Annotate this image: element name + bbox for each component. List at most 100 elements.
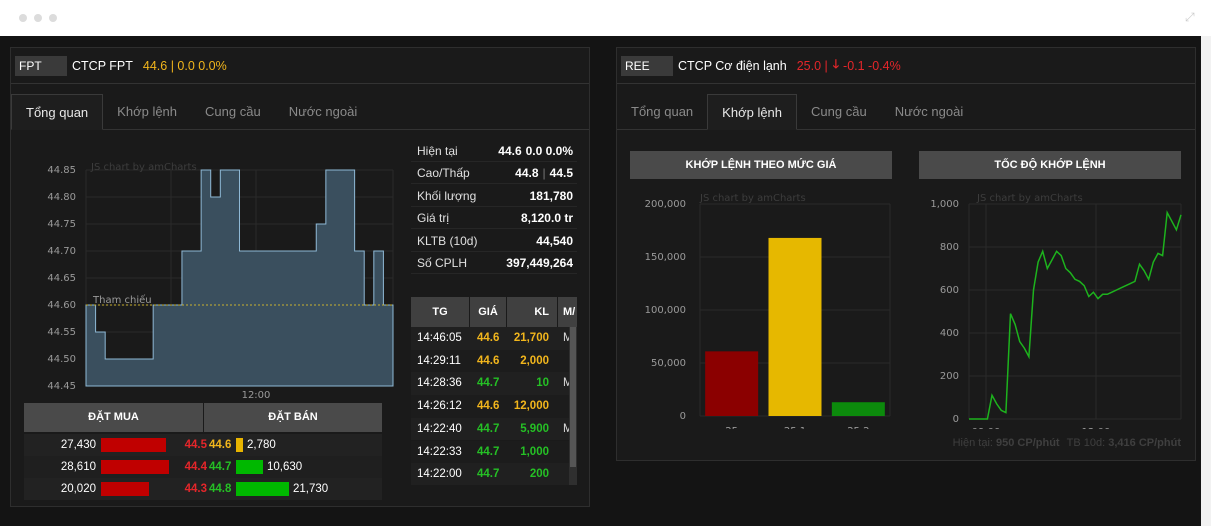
buy-volume: 27,430 (60, 439, 96, 451)
chart-credit: JS chart by amCharts (976, 193, 1083, 204)
buy-header: ĐẶT MUA (24, 403, 203, 432)
trade-price: 44.6 (477, 354, 500, 367)
trade-time: 14:22:00 (417, 468, 462, 481)
chart-credit: JS chart by amCharts (699, 193, 806, 204)
tab-bar: Tổng quan Khớp lệnh Cung cầu Nước ngoài (617, 94, 1195, 130)
tab-overview[interactable]: Tổng quan (631, 104, 694, 119)
x-tick-label: 25 (725, 426, 738, 429)
trade-volume: 200 (529, 468, 549, 481)
tab-bar: Tổng quan Khớp lệnh Cung cầu Nước ngoài (11, 94, 589, 130)
y-tick-label: 400 (940, 328, 959, 339)
price-summary: 44.6 | 0.0 0.0% (142, 58, 227, 73)
trade-header-volume: KL (507, 297, 557, 327)
tab-matching[interactable]: Khớp lệnh (117, 104, 178, 119)
window-dot-icon[interactable] (34, 14, 42, 22)
trade-price: 44.7 (477, 445, 500, 458)
buy-price[interactable]: 44.5 (184, 439, 207, 451)
tab-supply-demand[interactable]: Cung cầu (205, 104, 261, 119)
x-tick-label: 12:00 (1082, 427, 1111, 429)
trade-price: 44.6 (477, 332, 500, 344)
sell-price[interactable]: 44.8 (209, 483, 232, 495)
symbol-box[interactable]: REE (621, 55, 673, 76)
y-tick-label: 0 (680, 411, 686, 422)
stat-label: Số CPLH (417, 255, 468, 270)
scrollbar[interactable] (1201, 36, 1211, 526)
y-tick-label: 600 (940, 285, 959, 296)
tab-supply-demand[interactable]: Cung cầu (811, 104, 867, 119)
buy-volume-bar (101, 438, 166, 452)
trade-time: 14:29:11 (417, 354, 461, 367)
trade-time: 14:22:40 (417, 422, 462, 435)
stat-label: KLTB (10d) (417, 233, 478, 248)
tab-overview[interactable]: Tổng quan (11, 94, 104, 130)
trade-header-side: M/ (558, 297, 577, 327)
trade-volume: 5,900 (520, 422, 549, 435)
orderbook-row: 20,020 44.3 44.8 21,730 (24, 478, 382, 500)
tab-foreign[interactable]: Nước ngoài (894, 104, 964, 119)
stat-value-2: 0.0 0.0% (525, 143, 573, 158)
price-volume-bar[interactable] (768, 237, 822, 416)
trade-scrollbar[interactable] (569, 327, 577, 485)
tab-foreign[interactable]: Nước ngoài (288, 104, 358, 119)
trade-side: M (563, 377, 573, 390)
trade-time: 14:26:12 (417, 400, 462, 413)
trade-volume: 1,000 (520, 445, 549, 458)
stat-row: Hiện tại 44.6 0.0 0.0% (411, 140, 577, 162)
y-tick-label: 44.85 (47, 165, 76, 176)
stock-panel-fpt: FPT CTCP FPT 44.6 | 0.0 0.0% Tổng quan K… (10, 47, 590, 507)
sell-volume: 21,730 (293, 483, 329, 495)
trade-row: 14:26:12 44.6 12,000 (411, 395, 577, 418)
trade-price: 44.7 (477, 468, 500, 481)
stat-row: Giá trị 8,120.0 tr (411, 207, 577, 229)
price-volume-bar[interactable] (705, 351, 759, 416)
trade-header-time: TG (411, 297, 469, 327)
stock-panel-ree: REE CTCP Cơ điện lạnh 25.0 | 🡓 -0.1 -0.4… (616, 47, 1196, 461)
stat-separator: | (542, 165, 546, 180)
chart-credit: JS chart by amCharts (90, 162, 197, 173)
trade-time: 14:28:36 (417, 377, 462, 390)
y-tick-label: 100,000 (645, 305, 686, 316)
stat-row: KLTB (10d) 44,540 (411, 230, 577, 252)
stat-row: Cao/Thấp 44.8 | 44.5 (411, 162, 577, 184)
trade-row: 14:22:33 44.7 1,000 (411, 440, 577, 464)
current-speed-value: 950 CP/phút (996, 437, 1060, 449)
symbol-box[interactable]: FPT (15, 55, 67, 76)
buy-price[interactable]: 44.3 (184, 483, 207, 495)
stat-value: 397,449,264 (506, 255, 573, 270)
window-dot-icon[interactable] (49, 14, 57, 22)
y-tick-label: 44.60 (47, 300, 76, 311)
y-tick-label: 800 (940, 242, 959, 253)
price-change: -0.1 -0.4% (843, 58, 901, 73)
price-volume-title: KHỚP LỆNH THEO MỨC GIÁ (630, 151, 892, 179)
price-volume-chart: JS chart by amCharts 200,000 150,000 100,0… (645, 193, 891, 429)
current-speed-label: Hiện tại: (952, 437, 993, 449)
reference-label: Tham chiếu (92, 294, 152, 306)
sell-volume: 10,630 (267, 461, 303, 473)
intraday-chart: JS chart by amCharts Tham chiếu 44.85 44.… (47, 162, 394, 398)
orderbook-row: 28,610 44.4 44.7 10,630 (24, 456, 382, 478)
trade-header-price: GIÁ (470, 297, 506, 327)
price-volume-bar[interactable] (831, 402, 885, 416)
trade-price: 44.7 (477, 377, 500, 390)
panel-header: REE CTCP Cơ điện lạnh 25.0 | 🡓 -0.1 -0.4… (617, 48, 1195, 84)
y-tick-label: 44.45 (47, 381, 76, 392)
trade-volume: 12,000 (513, 400, 549, 413)
y-tick-label: 44.55 (47, 327, 76, 338)
sell-price[interactable]: 44.7 (209, 461, 232, 473)
sell-volume-bar (236, 460, 263, 474)
x-tick-label: 25.2 (847, 426, 869, 429)
window-dot-icon[interactable] (19, 14, 27, 22)
sell-header: ĐẶT BÁN (204, 403, 382, 432)
sell-price[interactable]: 44.6 (209, 439, 232, 451)
tab-matching[interactable]: Khớp lệnh (707, 94, 798, 130)
y-tick-label: 200 (940, 371, 959, 382)
speed-footer: Hiện tại: 950 CP/phút TB 10d: 3,416 CP/p… (953, 437, 1181, 449)
stat-row: Khối lượng 181,780 (411, 185, 577, 207)
window-titlebar: ⤢ (0, 0, 1211, 36)
buy-price[interactable]: 44.4 (184, 461, 207, 473)
buy-volume: 28,610 (60, 461, 96, 473)
avg-speed-value: 3,416 CP/phút (1108, 437, 1181, 449)
expand-icon[interactable]: ⤢ (1185, 10, 1195, 24)
x-tick-label: 12:00 (242, 390, 271, 398)
